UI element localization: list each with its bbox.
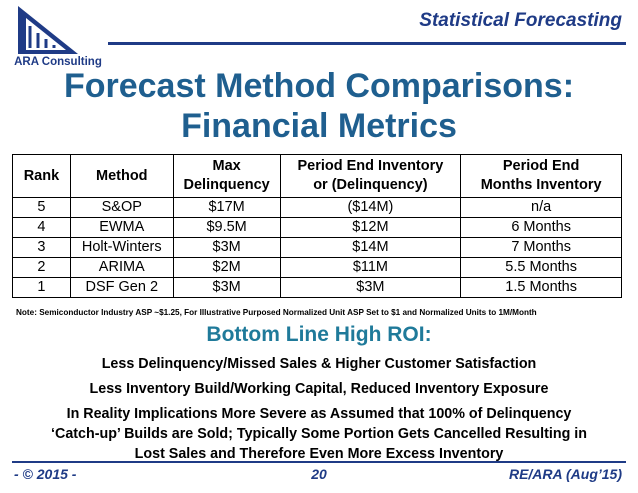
cell-months-inventory: 5.5 Months <box>460 257 622 278</box>
slide-title: Forecast Method Comparisons: Financial M… <box>0 66 638 146</box>
header-max-delinquency-line-2: Delinquency <box>183 177 270 193</box>
table-note: Note: Semiconductor Industry ASP ~$1.25,… <box>16 308 537 317</box>
cell-months-inventory: 6 Months <box>460 217 622 238</box>
header-period-end-months-line-1: Period End <box>502 158 580 174</box>
cell-method: EWMA <box>69 217 174 238</box>
footer-divider <box>12 461 626 463</box>
header-period-end-inventory-line-2: or (Delinquency) <box>313 177 428 193</box>
cell-months-inventory: 1.5 Months <box>460 277 622 298</box>
header-period-end-months: Period End Months Inventory <box>460 154 622 198</box>
header-period-end-inventory: Period End Inventory or (Delinquency) <box>279 154 462 198</box>
table-row: 3 Holt-Winters $3M $14M 7 Months <box>12 237 622 258</box>
cell-max-delinquency: $3M <box>172 237 281 258</box>
bullet-reality-implications: In Reality Implications More Severe as A… <box>0 404 638 464</box>
cell-rank: 5 <box>12 197 71 218</box>
logo-text: ARA Consulting <box>14 56 102 68</box>
table-row: 4 EWMA $9.5M $12M 6 Months <box>12 217 622 238</box>
bullet-delinquency: Less Delinquency/Missed Sales & Higher C… <box>101 356 537 372</box>
table-row: 2 ARIMA $2M $11M 5.5 Months <box>12 257 622 278</box>
cell-period-end-inventory: $3M <box>279 277 462 298</box>
financial-metrics-table: Rank Method Max Delinquency Period End I… <box>12 154 622 298</box>
cell-rank: 3 <box>12 237 71 258</box>
cell-max-delinquency: $2M <box>172 257 281 278</box>
table-header-row: Rank Method Max Delinquency Period End I… <box>12 154 622 198</box>
table-row: 5 S&OP $17M ($14M) n/a <box>12 197 622 218</box>
cell-method: DSF Gen 2 <box>69 277 174 298</box>
header-max-delinquency-line-1: Max <box>212 158 241 174</box>
cell-rank: 1 <box>12 277 71 298</box>
footer-reference: RE/ARA (Aug’15) <box>508 466 622 482</box>
bullet-inventory: Less Inventory Build/Working Capital, Re… <box>89 381 549 397</box>
cell-period-end-inventory: $11M <box>279 257 462 278</box>
bullet-reality-line-1: In Reality Implications More Severe as A… <box>66 406 572 422</box>
roi-heading: Bottom Line High ROI: <box>206 323 432 346</box>
company-logo: ARA Consulting <box>8 4 108 70</box>
cell-period-end-inventory: $12M <box>279 217 462 238</box>
cell-months-inventory: 7 Months <box>460 237 622 258</box>
cell-period-end-inventory: $14M <box>279 237 462 258</box>
cell-method: Holt-Winters <box>69 237 174 258</box>
cell-period-end-inventory: ($14M) <box>279 197 462 218</box>
bullet-reality-line-3: Lost Sales and Therefore Even More Exces… <box>134 446 504 462</box>
roi-bullets: Less Delinquency/Missed Sales & Higher C… <box>0 354 638 464</box>
cell-max-delinquency: $9.5M <box>172 217 281 238</box>
cell-max-delinquency: $17M <box>172 197 281 218</box>
header-rank: Rank <box>12 154 71 198</box>
page-number: 20 <box>311 466 327 482</box>
header-method: Method <box>69 154 174 198</box>
cell-months-inventory: n/a <box>460 197 622 218</box>
slide-title-line-1: Forecast Method Comparisons: <box>63 67 575 105</box>
cell-rank: 4 <box>12 217 71 238</box>
header-period-end-inventory-line-1: Period End Inventory <box>297 158 444 174</box>
slide-title-line-2: Financial Metrics <box>181 107 457 145</box>
header-period-end-months-line-2: Months Inventory <box>480 177 602 193</box>
table-row: 1 DSF Gen 2 $3M $3M 1.5 Months <box>12 277 622 298</box>
cell-method: S&OP <box>69 197 174 218</box>
header-divider <box>108 42 626 45</box>
footer-copyright: - © 2015 - <box>14 466 77 482</box>
header-title: Statistical Forecasting <box>419 10 622 31</box>
cell-rank: 2 <box>12 257 71 278</box>
cell-max-delinquency: $3M <box>172 277 281 298</box>
cell-method: ARIMA <box>69 257 174 278</box>
triangle-logo-icon <box>18 6 78 54</box>
header-max-delinquency: Max Delinquency <box>172 154 281 198</box>
bullet-reality-line-2: ‘Catch-up’ Builds are Sold; Typically So… <box>51 426 587 442</box>
